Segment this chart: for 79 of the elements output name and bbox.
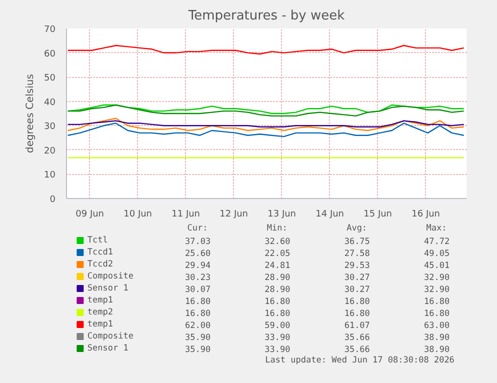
text: 27.58	[344, 249, 370, 259]
y-tick-label: 70	[44, 25, 56, 35]
legend-label: Sensor 1	[87, 284, 128, 294]
text: 49.05	[424, 249, 450, 259]
text: 38.90	[424, 333, 450, 343]
text: 38.90	[424, 345, 450, 355]
text: 16.80	[424, 297, 450, 307]
text: 28.90	[264, 273, 290, 283]
text: 35.66	[344, 333, 370, 343]
text: 25.60	[184, 249, 211, 259]
line-series	[67, 120, 464, 128]
text: 16.80	[344, 297, 370, 307]
text: 45.01	[424, 261, 450, 271]
y-tick-label: 0	[50, 195, 56, 205]
x-tick-label: 12 Jun	[220, 210, 248, 220]
legend-label: temp1	[87, 320, 114, 330]
text: 16.80	[264, 309, 290, 319]
text: Min:	[266, 224, 288, 234]
x-tick-label: 09 Jun	[76, 210, 104, 220]
legend-label: Tccd2	[87, 260, 114, 270]
text: 61.07	[344, 321, 370, 331]
text: 30.27	[344, 273, 370, 283]
text: 30.27	[344, 285, 370, 295]
text: 37.03	[184, 237, 211, 247]
text: 47.72	[424, 237, 450, 247]
text: 16.80	[344, 309, 370, 319]
line-series	[67, 118, 464, 132]
text: 16.80	[264, 297, 290, 307]
text: 29.53	[344, 261, 370, 271]
y-tick-label: 20	[44, 146, 56, 156]
x-tick-label: 16 Jun	[412, 210, 440, 220]
legend-label: Composite	[87, 332, 134, 342]
text: Max:	[426, 224, 447, 234]
text: 28.90	[264, 285, 290, 295]
text: 36.75	[344, 237, 370, 247]
x-tick-label: 10 Jun	[124, 210, 152, 220]
line-series	[67, 122, 464, 138]
text: 35.90	[184, 345, 211, 355]
text: 32.90	[424, 273, 450, 283]
x-tick-label: 13 Jun	[268, 210, 296, 220]
text: 30.07	[184, 285, 211, 295]
y-tick-label: 30	[44, 122, 56, 132]
line-series	[67, 104, 464, 117]
legend-label: Sensor 1	[87, 344, 128, 354]
text: 30.23	[184, 273, 211, 283]
text: 59.00	[264, 321, 290, 331]
legend-label: temp1	[87, 296, 114, 306]
legend-label: temp2	[87, 308, 114, 318]
chart-title: Temperatures - by week	[187, 8, 346, 24]
line-series	[67, 104, 464, 114]
y-axis-title: degrees Celsius	[25, 74, 36, 153]
y-tick-label: 40	[44, 98, 56, 108]
text: 16.80	[184, 297, 211, 307]
text: 35.66	[344, 345, 370, 355]
text: 22.05	[264, 249, 290, 259]
text: 16.80	[424, 309, 450, 319]
text: 32.60	[264, 237, 290, 247]
x-tick-label: 11 Jun	[172, 210, 200, 220]
text: 35.90	[184, 333, 211, 343]
legend-label: Tctl	[87, 236, 108, 246]
x-tick-label: 14 Jun	[316, 210, 344, 220]
y-tick-label: 10	[44, 170, 56, 181]
line-series	[67, 44, 464, 55]
y-tick-label: 50	[44, 74, 56, 84]
text: 63.00	[424, 321, 450, 331]
text: 33.90	[264, 345, 290, 355]
x-tick-label: 15 Jun	[364, 210, 392, 220]
text: Last update: Wed Jun 17 08:30:08 2026	[265, 356, 454, 366]
text: 32.90	[424, 285, 450, 295]
legend-label: Composite	[87, 272, 134, 282]
text: 33.90	[264, 333, 290, 343]
legend-label: Tccd1	[87, 248, 114, 258]
text: 24.81	[264, 261, 290, 271]
text: Avg:	[346, 224, 368, 234]
text: 62.00	[184, 321, 211, 331]
text: 29.94	[184, 261, 211, 271]
text: Cur:	[187, 224, 208, 234]
text: 16.80	[184, 309, 211, 319]
y-tick-label: 60	[44, 49, 56, 60]
